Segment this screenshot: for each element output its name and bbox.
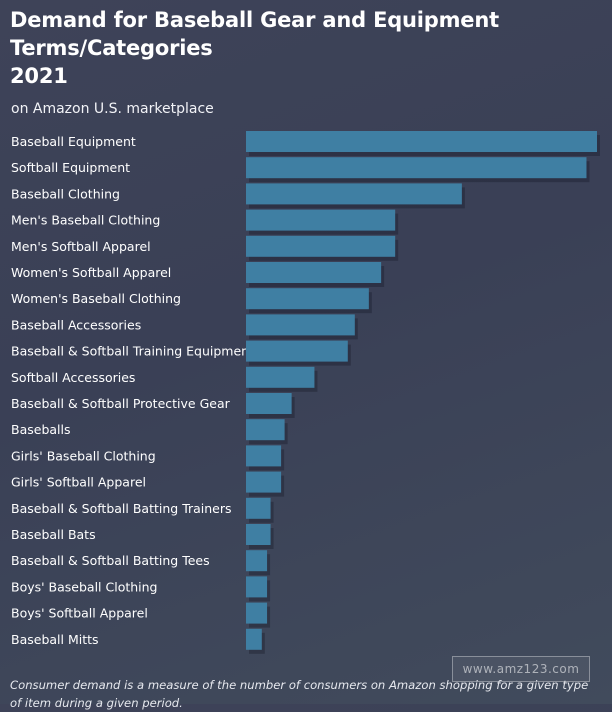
category-label: Baseball Equipment: [11, 134, 136, 149]
bar: [246, 340, 348, 362]
bar: [246, 524, 271, 545]
category-label: Girls' Softball Apparel: [11, 475, 146, 490]
category-label: Men's Softball Apparel: [11, 239, 151, 254]
category-label: Baseball Mitts: [11, 632, 99, 647]
watermark: www.amz123.com: [452, 656, 590, 682]
bar: [246, 576, 268, 598]
category-label: Softball Accessories: [11, 370, 135, 385]
bar: [246, 471, 282, 493]
bar: [246, 602, 268, 624]
category-label: Baseball Accessories: [11, 317, 141, 332]
bar: [246, 288, 369, 310]
bar: [246, 497, 271, 519]
bar: [246, 157, 587, 179]
category-label: Boys' Baseball Clothing: [11, 579, 158, 594]
category-label: Baseball & Softball Protective Gear: [11, 396, 231, 411]
category-label: Baseballs: [11, 422, 71, 437]
bar: [246, 393, 292, 414]
chart-title: Demand for Baseball Gear and Equipment T…: [10, 6, 570, 90]
category-label: Softball Equipment: [11, 160, 130, 175]
chart-title-line: Demand for Baseball Gear and Equipment: [10, 8, 499, 32]
bar: [246, 314, 355, 336]
category-label: Baseball Clothing: [11, 186, 120, 201]
bar-chart: Baseball Equipment Softball Equipment Base…: [11, 131, 600, 654]
category-label: Boys' Softball Apparel: [11, 606, 148, 621]
chart-title-line: 2021: [10, 64, 68, 88]
bar: [246, 235, 396, 257]
bar: [246, 628, 262, 650]
bar: [246, 262, 382, 283]
bar: [246, 366, 315, 388]
category-label: Women's Softball Apparel: [11, 265, 171, 280]
category-label: Baseball Bats: [11, 527, 96, 542]
chart-subtitle: on Amazon U.S. marketplace: [11, 101, 214, 117]
bar: [246, 550, 268, 572]
category-label: Women's Baseball Clothing: [11, 291, 181, 306]
footnote: Consumer demand is a measure of the numb…: [10, 678, 589, 710]
bar: [246, 419, 285, 441]
category-label: Baseball & Softball Training Equipment: [11, 344, 254, 359]
bar: [246, 183, 462, 205]
category-label: Baseball & Softball Batting Trainers: [11, 501, 232, 516]
bar: [246, 445, 282, 467]
chart-title-line: Terms/Categories: [10, 36, 213, 60]
bar: [246, 131, 597, 152]
category-label: Baseball & Softball Batting Tees: [11, 553, 210, 568]
category-label: Girls' Baseball Clothing: [11, 448, 156, 463]
category-label: Men's Baseball Clothing: [11, 213, 160, 228]
bar: [246, 209, 396, 231]
